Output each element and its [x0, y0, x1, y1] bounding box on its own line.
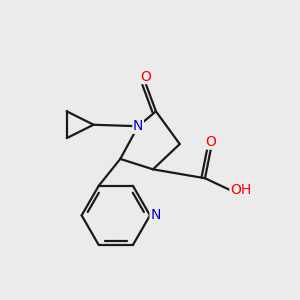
- Text: O: O: [140, 70, 151, 84]
- Text: O: O: [205, 135, 216, 149]
- Text: N: N: [133, 119, 143, 133]
- Text: N: N: [150, 208, 161, 222]
- Text: OH: OH: [230, 183, 251, 197]
